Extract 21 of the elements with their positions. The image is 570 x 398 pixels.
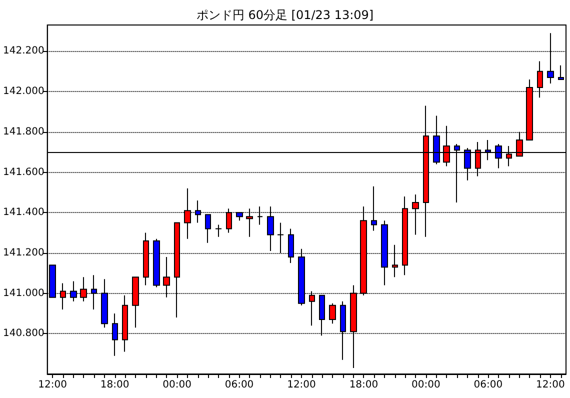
candlestick bbox=[558, 64, 564, 80]
y-tick-label: 142.200 bbox=[2, 46, 44, 57]
y-tick-label: 142.000 bbox=[2, 86, 44, 98]
x-tick-label: 12:00 bbox=[287, 380, 316, 390]
y-tick-label: 141.800 bbox=[2, 126, 44, 138]
chart-title: ポンド円 60分足 [01/23 13:09] bbox=[196, 8, 374, 22]
y-tick-label: 141.000 bbox=[2, 288, 44, 299]
candlestick bbox=[329, 302, 336, 324]
x-tick-label: 12:00 bbox=[38, 380, 67, 390]
x-tick-label: 00:00 bbox=[412, 380, 440, 390]
x-tick-label: 00:00 bbox=[162, 380, 192, 390]
x-tick-label: 18:00 bbox=[100, 380, 130, 390]
y-tick-label: 140.800 bbox=[2, 328, 44, 340]
y-tick-label: 141.200 bbox=[2, 247, 44, 258]
y-tick-label: 141.600 bbox=[2, 166, 44, 178]
x-tick-label: 18:00 bbox=[349, 380, 378, 390]
x-tick-label: 12:00 bbox=[536, 380, 565, 390]
x-tick-label: 06:00 bbox=[474, 380, 503, 390]
candlestick bbox=[215, 224, 222, 238]
y-tick-label: 141.400 bbox=[2, 207, 44, 218]
x-tick-label: 06:00 bbox=[224, 380, 254, 390]
